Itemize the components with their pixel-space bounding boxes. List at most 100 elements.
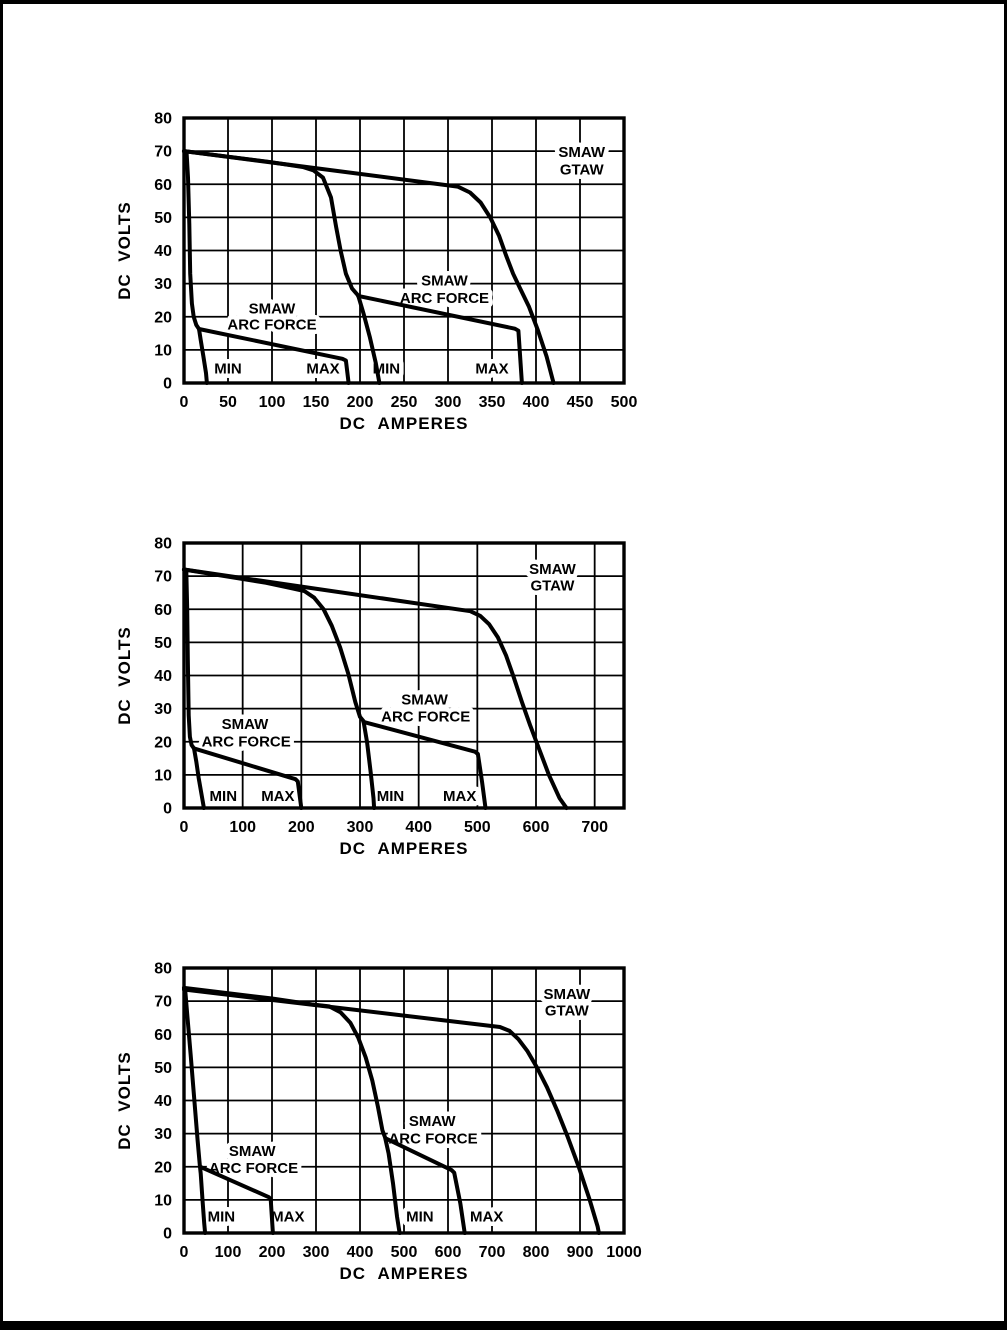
x-axis-tick-label: 100 [229,819,256,836]
x-axis-title: DC AMPERES [339,839,468,858]
y-axis-tick-label: 60 [154,177,172,194]
range-1-arc-force-label-line-2: ARC FORCE [227,316,316,333]
smaw-gtaw-max-curve [182,987,601,1235]
y-axis-tick-label: 40 [154,243,172,260]
y-axis-tick-label: 60 [154,1027,172,1044]
plot-border [182,541,626,810]
y-axis-tick-label: 60 [154,602,172,619]
range-1-max-arc-force-curve [198,1164,275,1235]
range-1-max-label: MAX [261,788,294,805]
range-2-min-label: MIN [377,788,405,805]
range-2-max-arc-force-curve [356,293,524,385]
y-axis-tick-label: 20 [154,734,172,751]
y-axis-tick-label: 0 [163,1226,172,1243]
y-axis-tick-label: 70 [154,994,172,1011]
y-axis-tick-label: 20 [154,1159,172,1176]
smaw-gtaw-label-line-1: SMAW [558,144,606,161]
plot-border [182,966,626,1235]
x-axis-tick-label: 300 [435,394,462,411]
x-axis-tick-label: 300 [303,1244,330,1261]
x-axis-tick-label: 450 [567,394,594,411]
y-axis-tick-label: 80 [154,536,172,553]
x-axis-tick-label: 500 [391,1244,418,1261]
x-axis-tick-label: 200 [259,1244,286,1261]
x-axis-tick-label: 400 [347,1244,374,1261]
x-axis-tick-label: 800 [523,1244,550,1261]
range-2-max-arc-force-curve [361,719,488,810]
range-1-max-label: MAX [306,361,339,378]
range-2-arc-force-label-line-2: ARC FORCE [400,290,489,307]
volt-ampere-curve-chart-750a: 0 100 200 300 400 500 600 700 0 10 20 30 40 50 60 70 80 D… [115,536,626,858]
grid-lines [184,118,624,383]
x-axis-tick-label: 0 [180,1244,189,1261]
plot-border [182,116,626,385]
range-2-min-curve [182,985,402,1235]
x-axis-title: DC AMPERES [339,414,468,433]
x-axis-tick-label: 300 [347,819,374,836]
range-1-max-arc-force-curve [197,327,351,385]
x-axis-tick-label: 150 [303,394,330,411]
range-1-arc-force-label-line-1: SMAW [222,716,270,733]
x-axis-tick-label: 500 [464,819,491,836]
x-axis-tick-label: 500 [611,394,638,411]
x-axis-tick-label: 100 [259,394,286,411]
x-axis-tick-label: 900 [567,1244,594,1261]
y-axis-tick-label: 0 [163,801,172,818]
range-1-arc-force-label-line-1: SMAW [249,300,297,317]
y-axis-tick-label: 30 [154,276,172,293]
y-axis-tick-label: 50 [154,210,172,227]
x-axis-tick-label: 0 [180,394,189,411]
range-2-max-label: MAX [470,1209,503,1226]
y-axis-tick-label: 80 [154,111,172,128]
x-axis-tick-label: 600 [523,819,550,836]
range-2-max-label: MAX [443,788,476,805]
y-axis-tick-label: 70 [154,569,172,586]
x-axis-tick-label: 400 [405,819,432,836]
x-axis-tick-label: 400 [523,394,550,411]
range-1-max-arc-force-curve [192,746,304,810]
y-axis-title: DC VOLTS [115,626,134,724]
volt-ampere-curve-chart-1000a: 0 100 200 300 400 500 600 700 800 900 1000 0 10 20 30 4… [115,961,642,1284]
x-axis-title: DC AMPERES [339,1264,468,1283]
smaw-gtaw-max-curve [182,149,556,385]
smaw-gtaw-label-line-2: GTAW [530,577,575,594]
range-1-min-curve [182,149,209,385]
x-axis-tick-label: 200 [347,394,374,411]
y-axis-title: DC VOLTS [115,1051,134,1149]
range-1-arc-force-label-line-1: SMAW [229,1143,277,1160]
range-2-arc-force-label-line-1: SMAW [409,1113,457,1130]
y-axis-tick-label: 10 [154,1192,172,1209]
range-1-max-label: MAX [271,1209,304,1226]
x-axis-tick-label: 0 [180,819,189,836]
y-axis-title: DC VOLTS [115,201,134,299]
x-axis-tick-label: 700 [581,819,608,836]
y-axis-tick-label: 30 [154,701,172,718]
smaw-gtaw-max-curve [182,567,569,810]
y-axis-tick-label: 0 [163,376,172,393]
range-1-min-label: MIN [208,1209,236,1226]
x-axis-tick-label: 350 [479,394,506,411]
grid-lines [184,543,624,808]
range-1-arc-force-label-line-2: ARC FORCE [202,733,291,750]
range-2-max-label: MAX [475,361,508,378]
x-axis-tick-label: 600 [435,1244,462,1261]
y-axis-tick-label: 50 [154,635,172,652]
y-axis-tick-label: 10 [154,767,172,784]
range-2-min-label: MIN [406,1209,434,1226]
smaw-gtaw-label-line-1: SMAW [529,561,577,578]
range-1-min-curve [182,985,208,1235]
range-1-min-label: MIN [210,788,238,805]
range-2-max-arc-force-curve [383,1136,467,1235]
smaw-gtaw-label-line-1: SMAW [543,986,591,1003]
y-axis-tick-label: 40 [154,1093,172,1110]
y-axis-tick-label: 10 [154,342,172,359]
y-axis-tick-label: 80 [154,961,172,978]
y-axis-tick-label: 30 [154,1126,172,1143]
x-axis-tick-label: 1000 [606,1244,642,1261]
smaw-gtaw-label-line-2: GTAW [560,161,605,178]
range-2-arc-force-label-line-1: SMAW [401,692,449,709]
range-2-arc-force-label-line-1: SMAW [421,273,469,290]
y-axis-tick-label: 20 [154,309,172,326]
